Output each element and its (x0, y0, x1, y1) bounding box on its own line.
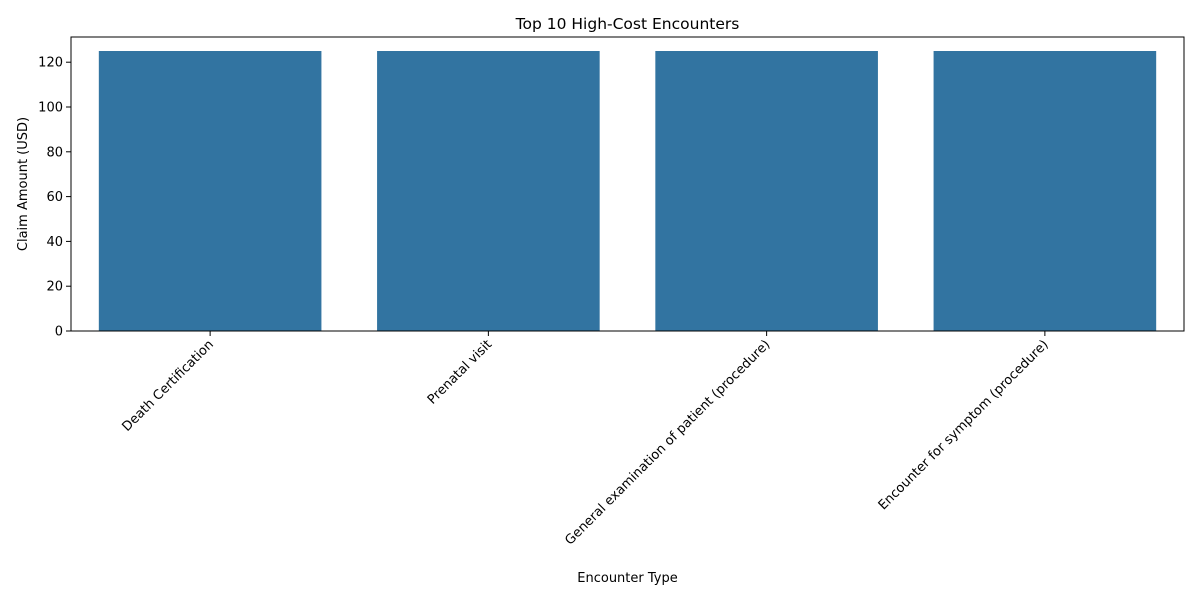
y-tick-label-6: 120 (38, 56, 63, 71)
y-tick-label-4: 80 (46, 145, 63, 160)
bar-0 (98, 51, 322, 331)
x-tick-label-2: General examination of patient (procedur… (562, 337, 773, 548)
bar-2 (655, 51, 878, 331)
x-tick-label-1: Prenatal visit (425, 337, 495, 407)
y-tick-label-5: 100 (38, 101, 63, 116)
chart-title: Top 10 High-Cost Encounters (515, 15, 740, 33)
x-axis: Death Certification Prenatal visit General… (120, 331, 1052, 548)
bars-layer (98, 51, 1157, 331)
bar-3 (933, 51, 1157, 331)
y-tick-label-0: 0 (55, 325, 63, 340)
y-axis-label: Claim Amount (USD) (16, 117, 31, 251)
y-tick-label-1: 20 (46, 280, 63, 295)
y-tick-label-2: 40 (46, 235, 63, 250)
plot-frame (70, 36, 1185, 332)
y-axis: 0 20 40 60 80 100 120 (38, 56, 71, 340)
x-tick-label-0: Death Certification (120, 337, 217, 434)
x-tick-label-3: Encounter for symptom (procedure) (876, 337, 1052, 513)
x-axis-label: Encounter Type (577, 571, 677, 586)
bar-1 (377, 51, 600, 331)
y-tick-label-3: 60 (46, 190, 63, 205)
